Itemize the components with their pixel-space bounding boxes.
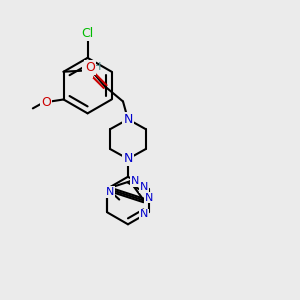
Text: N: N (106, 187, 115, 196)
Text: N: N (123, 152, 133, 165)
Text: O: O (41, 96, 51, 109)
Text: O: O (85, 61, 95, 74)
Text: N: N (140, 209, 148, 219)
Text: N: N (82, 64, 92, 77)
Text: Cl: Cl (82, 27, 94, 40)
Text: N: N (131, 176, 139, 186)
Text: N: N (123, 113, 133, 126)
Text: N: N (140, 182, 148, 192)
Text: N: N (145, 193, 153, 202)
Text: H: H (93, 62, 101, 72)
